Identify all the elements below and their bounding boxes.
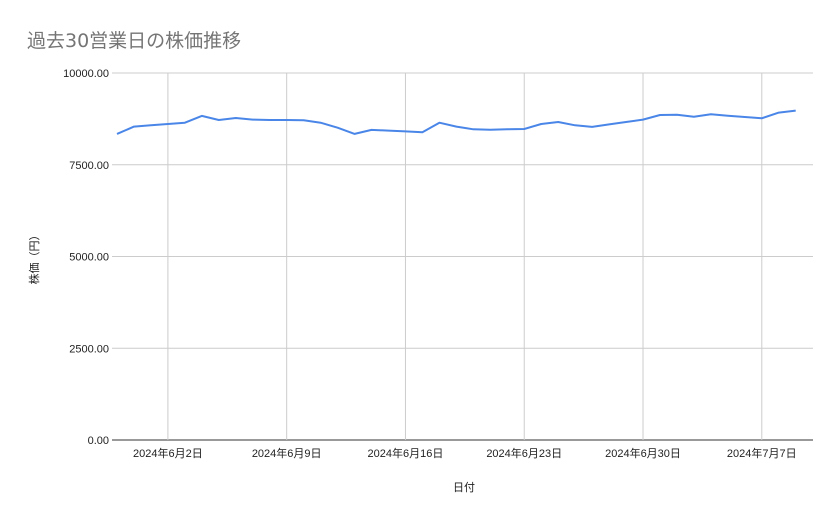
y-tick-label: 0.00: [88, 435, 109, 447]
y-tick-label: 2500.00: [69, 343, 109, 355]
data-points: [116, 110, 796, 135]
gridlines: [112, 72, 813, 441]
price-series-line: [116, 109, 796, 135]
x-tick-label: 2024年6月23日: [486, 446, 562, 460]
x-tick-label: 2024年6月2日: [133, 446, 203, 460]
x-tick-label: 2024年6月16日: [368, 446, 444, 460]
x-axis-ticks: 2024年6月2日 2024年6月9日 2024年6月16日 2024年6月23日 20…: [133, 446, 797, 460]
chart-title: 過去30営業日の株価推移: [27, 30, 242, 52]
x-tick-label: 2024年7月7日: [727, 446, 797, 460]
y-axis-ticks: 0.00 2500.00 5000.00 7500.00 10000.00: [63, 68, 109, 447]
x-axis-label: 日付: [453, 481, 475, 494]
x-tick-label: 2024年6月30日: [605, 446, 681, 460]
y-tick-label: 5000.00: [69, 252, 109, 264]
y-tick-label: 10000.00: [63, 68, 109, 80]
x-tick-label: 2024年6月9日: [252, 446, 322, 460]
y-axis-label: 株価（円）: [27, 230, 41, 285]
y-tick-label: 7500.00: [69, 160, 109, 172]
